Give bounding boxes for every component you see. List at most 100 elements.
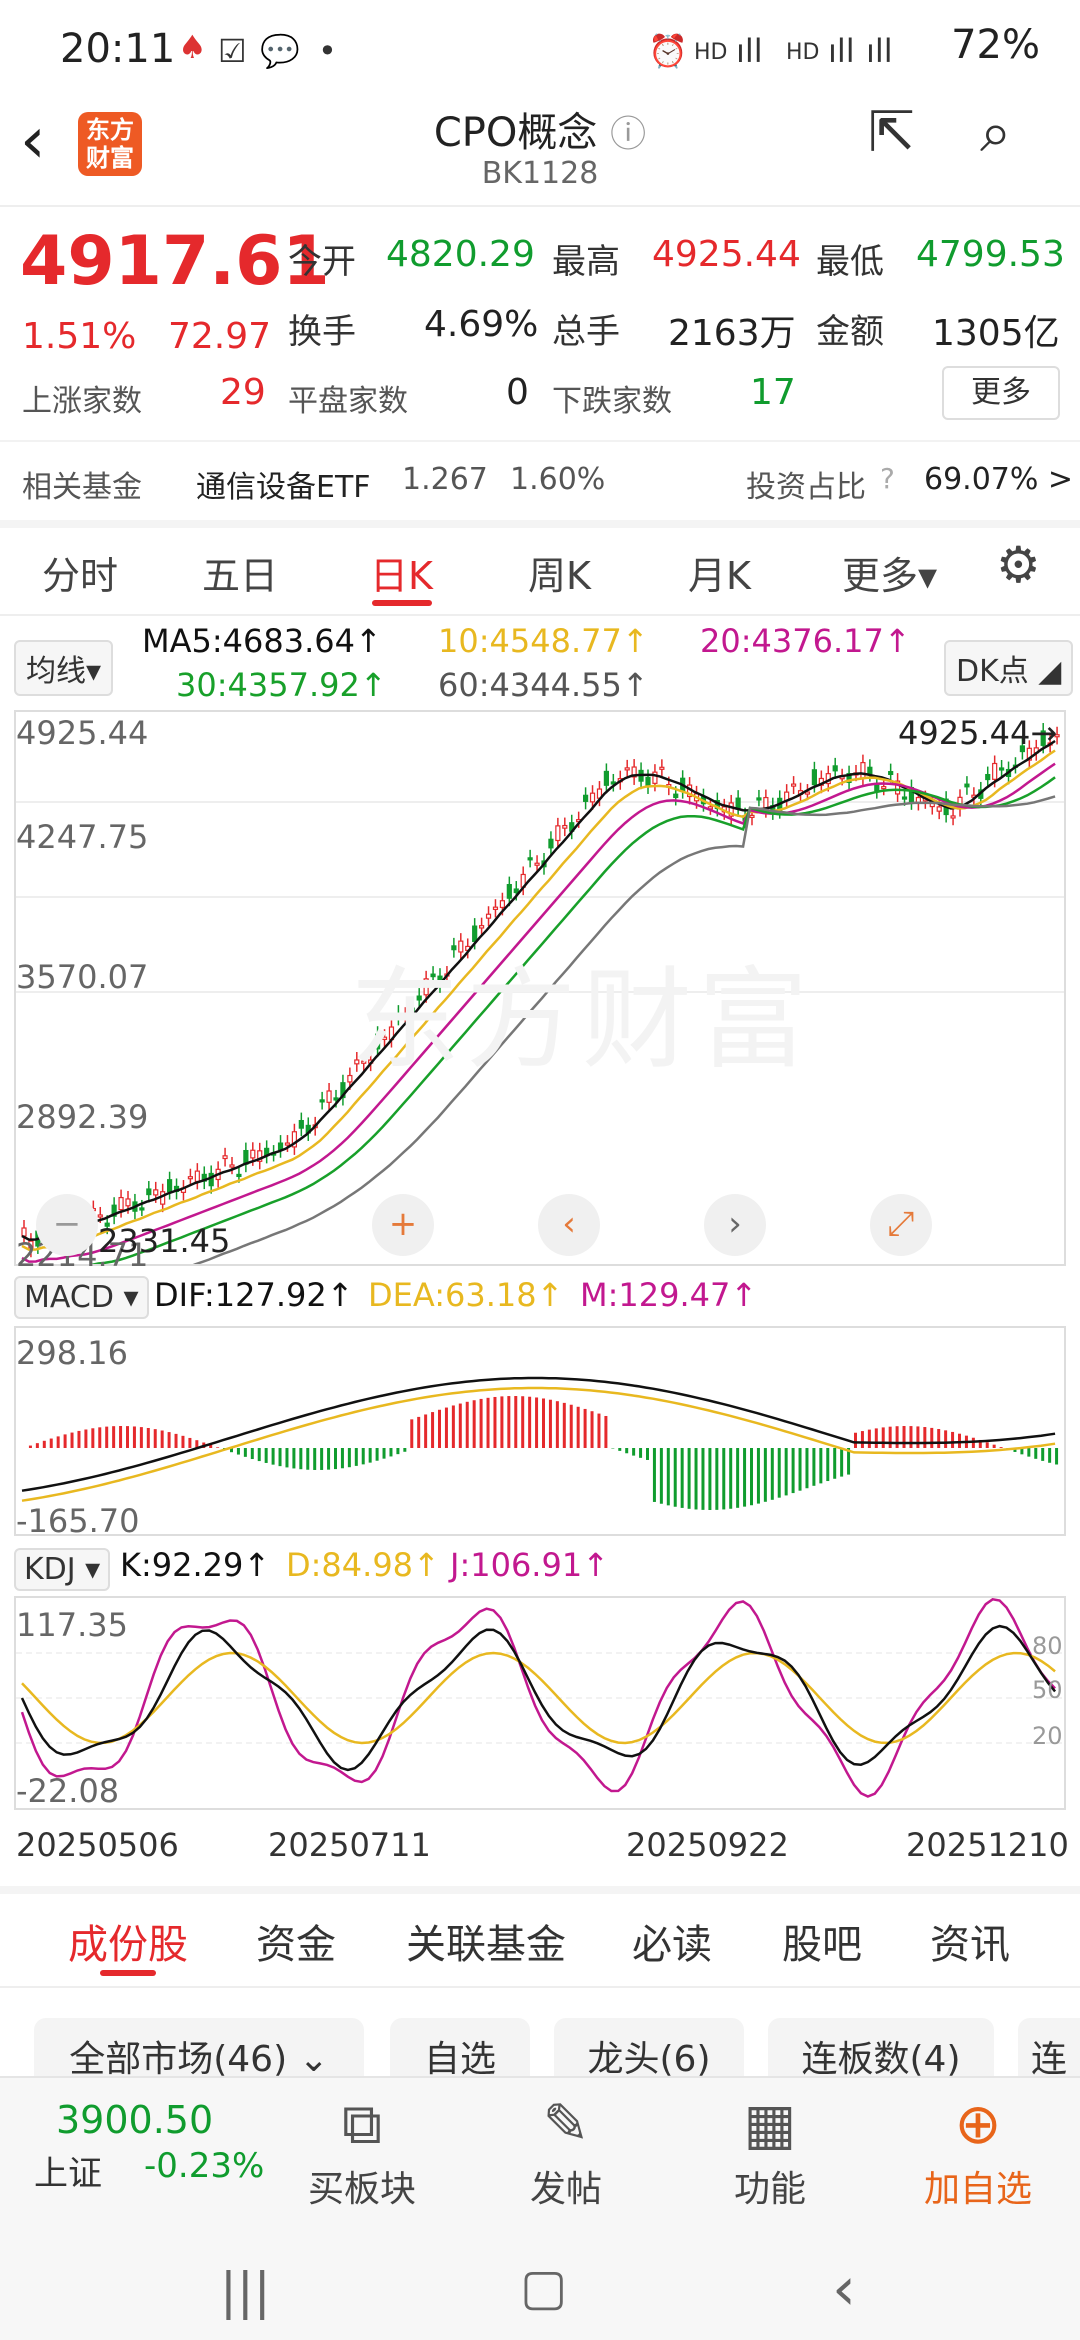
tab-monthly-k[interactable]: 月K: [688, 554, 751, 598]
kdj-selector[interactable]: KDJ ▾: [14, 1548, 111, 1591]
macd-bar: [396, 1448, 400, 1455]
scroll-right-button[interactable]: ›: [704, 1194, 766, 1256]
hd-icon: HD: [786, 40, 820, 65]
candle-body: [319, 1099, 325, 1103]
volume-value: 2163万: [668, 313, 796, 354]
dk-point-button[interactable]: DK点 ◢: [944, 640, 1074, 696]
ratio-value[interactable]: 69.07% >: [924, 462, 1074, 497]
ma20-value: 20:4376.17↑: [700, 622, 911, 660]
settings-icon[interactable]: ⚙: [996, 536, 1041, 594]
macd-bar: [666, 1448, 670, 1506]
macd-bar: [458, 1403, 462, 1448]
candle-body: [284, 1142, 291, 1146]
candle-body: [860, 762, 866, 779]
tab-five-day[interactable]: 五日: [202, 554, 279, 598]
info-icon[interactable]: ⓘ: [610, 114, 647, 155]
tab-constituents[interactable]: 成份股: [68, 1922, 188, 1968]
tab-more[interactable]: 更多▾: [842, 554, 938, 598]
tab-funds-flow[interactable]: 资金: [256, 1922, 336, 1968]
grid-icon: ▦: [743, 2092, 797, 2157]
home-icon[interactable]: ▢: [520, 2258, 568, 2316]
macd-bar: [431, 1412, 435, 1448]
macd-chart[interactable]: [14, 1326, 1066, 1536]
macd-bar: [680, 1448, 684, 1508]
candle-body: [492, 906, 499, 911]
divider: [0, 1986, 1080, 1988]
tab-forum[interactable]: 股吧: [782, 1922, 862, 1968]
chat-icon: 💬: [260, 32, 300, 70]
kdj-chart[interactable]: [14, 1596, 1066, 1810]
candle-body: [804, 791, 811, 795]
candle-body: [832, 765, 838, 772]
macd-bar: [528, 1396, 532, 1448]
candle-body: [1054, 734, 1060, 738]
signal-icon: ıll: [866, 32, 893, 70]
macd-bar: [257, 1448, 261, 1462]
macd-bar: [902, 1426, 906, 1448]
macd-bar: [486, 1397, 490, 1448]
tab-must-read[interactable]: 必读: [632, 1922, 712, 1968]
zoom-out-button[interactable]: −: [36, 1194, 98, 1256]
fullscreen-button[interactable]: ⤢: [870, 1194, 932, 1256]
kline-chart[interactable]: [14, 710, 1066, 1297]
candle-body: [548, 838, 554, 849]
macd-bar: [278, 1448, 282, 1467]
candle-body: [139, 1207, 145, 1211]
fund-name[interactable]: 通信设备ETF: [196, 470, 371, 505]
macd-selector[interactable]: MACD ▾: [14, 1276, 149, 1319]
scroll-left-button[interactable]: ‹: [538, 1194, 600, 1256]
macd-bar: [132, 1426, 136, 1448]
tab-related-funds[interactable]: 关联基金: [406, 1922, 566, 1968]
pencil-icon: ✎: [542, 2092, 590, 2157]
macd-bar: [590, 1411, 594, 1448]
macd-bar: [770, 1448, 774, 1500]
share-icon[interactable]: ⇱: [868, 100, 915, 165]
macd-bar: [722, 1448, 726, 1510]
macd-bar: [236, 1448, 240, 1455]
recent-apps-icon[interactable]: |||: [220, 2262, 271, 2320]
macd-bar: [756, 1448, 760, 1504]
candle-body: [1026, 747, 1032, 761]
kdj-y-bottom: -22.08: [16, 1772, 120, 1810]
tab-intraday[interactable]: 分时: [42, 554, 119, 598]
macd-bar: [888, 1426, 892, 1448]
kdj-k: K:92.29↑: [120, 1546, 271, 1584]
fund-price: 1.267: [402, 462, 488, 497]
notification-icon: ♠: [178, 28, 207, 66]
macd-m: M:129.47↑: [580, 1276, 758, 1314]
y-axis-label: 4925.44: [16, 714, 149, 752]
low-label: 最低: [816, 242, 884, 282]
candle-body: [361, 1060, 367, 1064]
back-nav-icon[interactable]: ‹: [832, 2254, 856, 2324]
macd-bar: [542, 1398, 545, 1448]
help-icon[interactable]: ?: [880, 462, 895, 495]
add-to-watchlist-button[interactable]: ⊕ 加自选: [908, 2076, 1048, 2212]
kdj-y-top: 117.35: [16, 1606, 128, 1644]
back-button[interactable]: ‹: [20, 104, 46, 178]
post-button[interactable]: ✎ 发帖: [496, 2076, 636, 2212]
candle-body: [811, 769, 818, 786]
search-icon[interactable]: ⌕: [980, 100, 1012, 165]
tab-weekly-k[interactable]: 周K: [528, 554, 591, 598]
macd-bar: [417, 1416, 421, 1448]
ma-selector[interactable]: 均线▾: [14, 640, 114, 696]
macd-bar: [181, 1435, 185, 1448]
macd-bar: [652, 1448, 656, 1502]
macd-bar: [313, 1448, 317, 1470]
macd-bar: [701, 1448, 705, 1510]
filter-limit-up-streak[interactable]: 连板数(4): [768, 2018, 994, 2102]
tab-daily-k[interactable]: 日K: [370, 554, 433, 598]
functions-button[interactable]: ▦ 功能: [700, 2076, 840, 2212]
buy-sector-button[interactable]: ⧉ 买板块: [292, 2076, 432, 2212]
more-button[interactable]: 更多: [942, 366, 1060, 420]
macd-bar: [833, 1448, 837, 1479]
zoom-in-button[interactable]: +: [372, 1194, 434, 1256]
k-line: [20, 1624, 1057, 1772]
page-subtitle: BK1128: [481, 156, 599, 191]
j-line: [20, 1597, 1056, 1798]
candle-body: [430, 973, 436, 978]
dif-line: [21, 1376, 1056, 1492]
index-value[interactable]: 3900.50: [56, 2098, 214, 2142]
macd-bar: [715, 1448, 719, 1510]
tab-news[interactable]: 资讯: [930, 1922, 1010, 1968]
